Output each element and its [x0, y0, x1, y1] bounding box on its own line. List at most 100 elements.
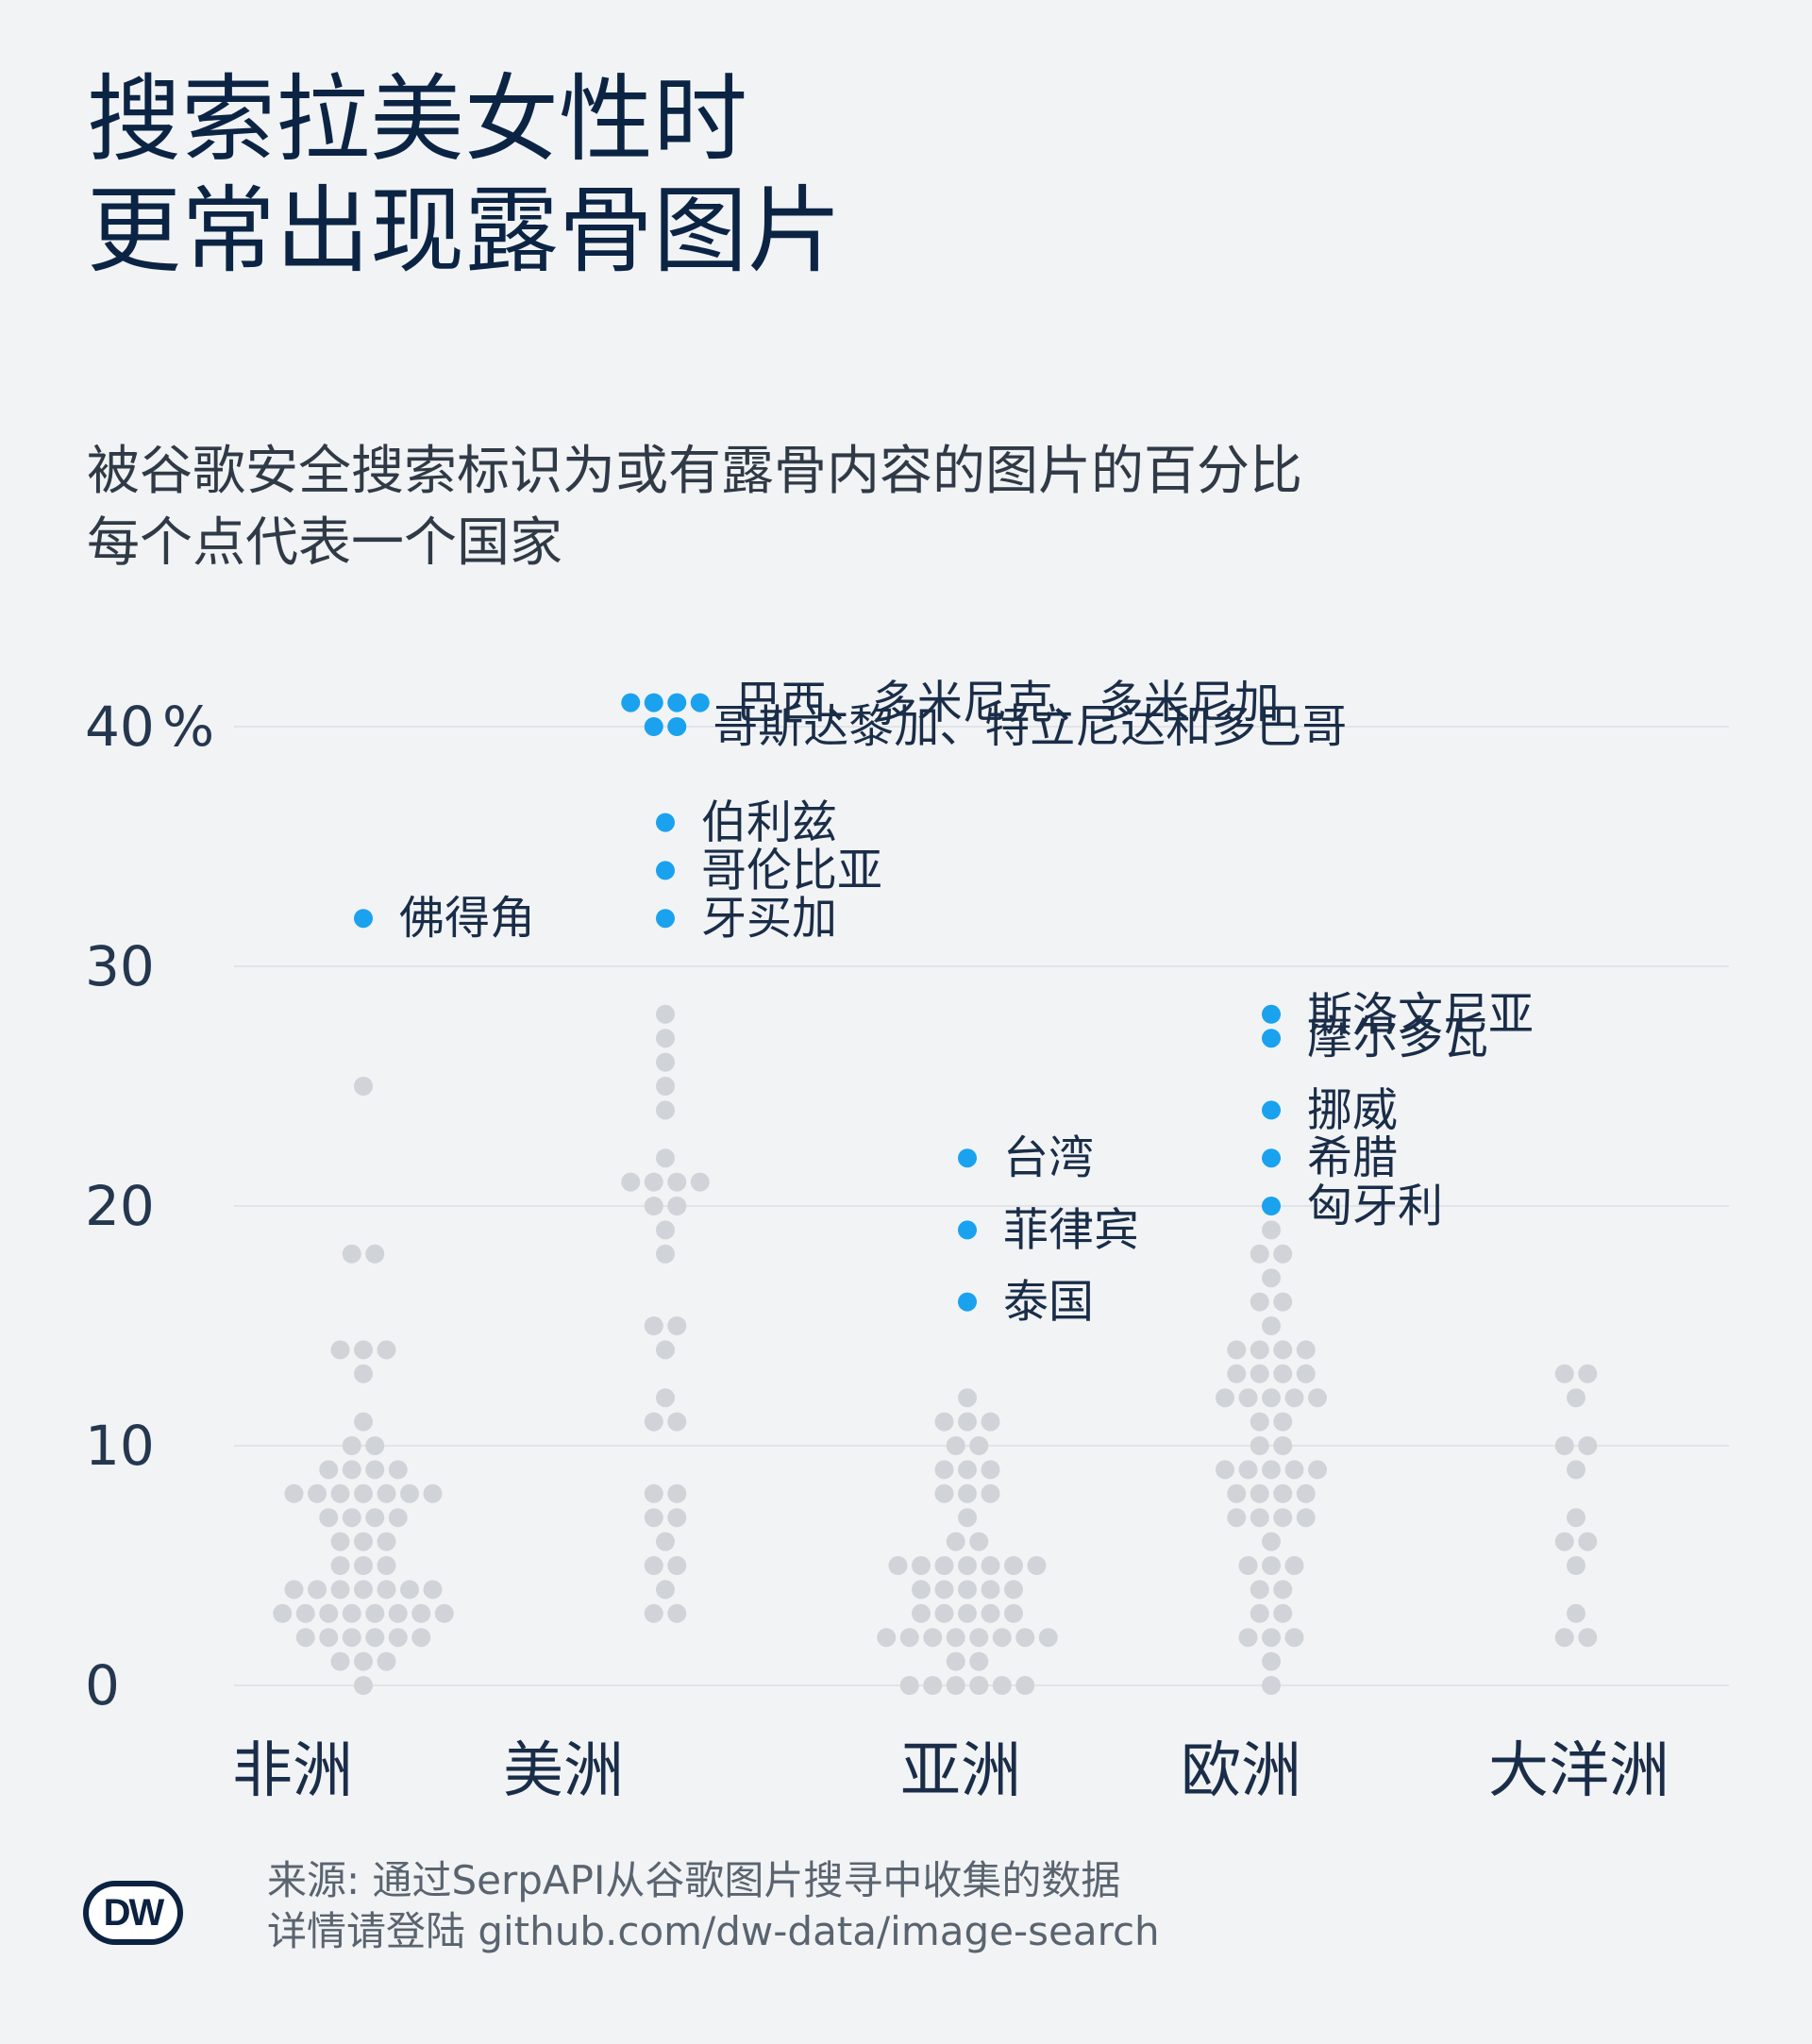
highlight-labels: 佛得角 巴西、多米尼克、多米尼加哥斯达黎加、特立尼达和多巴哥伯利兹哥伦比亚牙买加台…	[399, 677, 1534, 1329]
data-point	[342, 1628, 361, 1648]
data-point	[1262, 1388, 1281, 1408]
data-point	[656, 1077, 675, 1096]
data-point	[354, 1364, 373, 1383]
data-point	[284, 1580, 304, 1600]
data-point	[1567, 1603, 1586, 1623]
data-point	[969, 1436, 989, 1455]
subtitle-line-2: 每个点代表一个国家	[87, 512, 562, 574]
data-point	[1038, 1628, 1058, 1648]
data-point	[1250, 1412, 1269, 1432]
data-point	[667, 693, 687, 712]
data-point	[981, 1556, 1000, 1575]
data-point	[295, 1603, 315, 1623]
data-point	[981, 1603, 1000, 1623]
data-point	[1296, 1364, 1316, 1383]
data-point	[365, 1603, 385, 1623]
highlight-label: 挪威	[1307, 1083, 1398, 1136]
data-point	[667, 1197, 687, 1215]
data-point	[330, 1340, 350, 1360]
data-point	[1578, 1532, 1598, 1551]
data-point	[319, 1460, 339, 1480]
highlight-label: 台湾	[1003, 1131, 1094, 1184]
data-point	[1238, 1628, 1258, 1648]
data-point	[354, 1651, 373, 1671]
data-point	[377, 1532, 396, 1551]
data-point	[308, 1483, 327, 1503]
data-point	[656, 1100, 675, 1120]
data-point	[365, 1628, 385, 1648]
data-point	[656, 1052, 675, 1072]
data-point	[656, 909, 675, 929]
data-point	[1554, 1628, 1574, 1648]
data-point	[888, 1556, 908, 1575]
data-point	[946, 1676, 965, 1695]
data-point	[1273, 1483, 1293, 1503]
data-point	[656, 1004, 675, 1024]
data-point	[342, 1460, 361, 1480]
chart-title: 搜索拉美女性时 更常出现露骨图片	[87, 64, 1691, 287]
data-point	[354, 1532, 373, 1551]
data-point	[330, 1580, 350, 1600]
data-point	[1262, 1460, 1281, 1480]
data-point	[1273, 1436, 1293, 1455]
data-point	[1262, 1029, 1281, 1048]
data-point	[992, 1676, 1012, 1695]
data-point	[434, 1603, 454, 1623]
data-point	[342, 1603, 361, 1623]
data-point	[377, 1483, 396, 1503]
data-point	[923, 1676, 943, 1695]
data-point	[958, 1412, 977, 1432]
data-point	[1250, 1483, 1269, 1503]
beeswarm-chart: 0 10 20 30 40% 非洲 美洲 亚洲 欧洲 大洋洲 佛得角 巴西、多米尼克、多米尼加哥斯…	[85, 677, 1729, 1806]
data-point	[319, 1603, 339, 1623]
chart-subtitle: 被谷歌安全搜索标识为或有露骨内容的图片的百分比 每个点代表一个国家	[87, 436, 1738, 579]
data-point	[354, 1340, 373, 1360]
highlight-label: 菲律宾	[1003, 1203, 1139, 1256]
data-point	[330, 1651, 350, 1671]
data-point	[644, 1483, 663, 1503]
data-point	[1567, 1460, 1586, 1480]
data-point	[342, 1244, 361, 1264]
data-point	[958, 1508, 977, 1528]
data-point	[273, 1603, 293, 1623]
data-point	[1250, 1580, 1269, 1600]
data-point	[1567, 1388, 1586, 1408]
data-point	[656, 1340, 675, 1360]
category-label: 欧洲	[1181, 1736, 1301, 1806]
y-axis: 0 10 20 30 40%	[85, 695, 214, 1717]
highlight-label: 牙买加	[701, 892, 837, 945]
data-point	[912, 1580, 931, 1600]
data-point	[644, 1316, 663, 1335]
data-point	[377, 1340, 396, 1360]
data-point	[644, 693, 663, 712]
data-point	[644, 1412, 663, 1432]
data-point	[934, 1483, 954, 1503]
data-point	[644, 1172, 663, 1192]
data-point	[656, 1220, 675, 1240]
data-point	[1227, 1364, 1247, 1383]
data-point	[1238, 1556, 1258, 1575]
data-point	[377, 1556, 396, 1575]
highlight-label: 希腊	[1307, 1131, 1398, 1184]
category-label: 大洋洲	[1488, 1736, 1669, 1806]
data-point	[1262, 1532, 1281, 1551]
data-point	[656, 861, 675, 880]
source-note: 来源: 通过SerpAPI从谷歌图片搜寻中收集的数据 详情请登陆 github.…	[267, 1855, 1160, 1957]
highlight-label: 匈牙利	[1307, 1180, 1443, 1232]
data-point	[934, 1580, 954, 1600]
y-tick-label: 40	[85, 695, 155, 759]
data-point	[1250, 1244, 1269, 1264]
y-tick-label: 30	[85, 934, 155, 998]
data-point	[958, 1580, 977, 1600]
data-point	[400, 1580, 419, 1600]
data-point	[958, 1483, 977, 1503]
data-point	[1308, 1460, 1327, 1480]
data-point	[1273, 1364, 1293, 1383]
data-point	[295, 1628, 315, 1648]
y-tick-label: 20	[85, 1174, 155, 1238]
data-point	[423, 1580, 443, 1600]
data-point	[1262, 1220, 1281, 1240]
data-point	[377, 1651, 396, 1671]
data-point	[411, 1628, 431, 1648]
data-point	[354, 1556, 373, 1575]
